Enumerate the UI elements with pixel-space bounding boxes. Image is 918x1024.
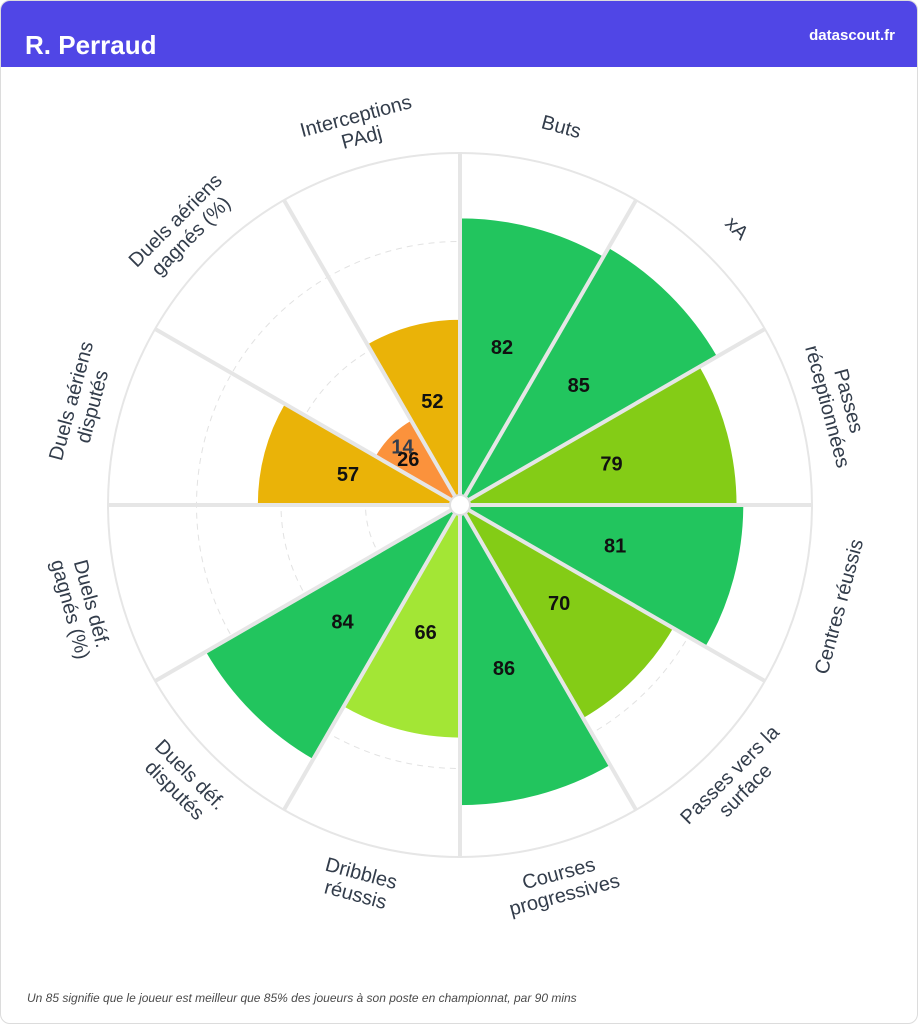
value-label-5: 70: [548, 593, 570, 615]
player-name-title: R. Perraud: [25, 30, 157, 60]
category-label-7: Dribblesréussis: [317, 854, 399, 915]
spoke-8: [282, 504, 462, 811]
category-label-line: Buts: [539, 112, 583, 144]
spoke-9: [154, 503, 461, 683]
brand-label: datascout.fr: [809, 27, 895, 44]
value-label-2: 85: [568, 375, 590, 397]
category-label-12: InterceptionsPAdj: [298, 91, 420, 163]
category-label-4: Centres réussis: [811, 537, 868, 677]
header-bar: R. Perraud datascout.fr: [1, 1, 917, 67]
value-label-8: 84: [331, 611, 354, 633]
category-label-6: Coursesprogressives: [501, 849, 622, 921]
value-label-4: 81: [604, 536, 626, 558]
spoke-6: [458, 504, 638, 811]
spoke-11: [154, 327, 461, 507]
category-label-line: Centres réussis: [811, 537, 868, 677]
footnote: Un 85 signifie que le joueur est meilleu…: [27, 991, 577, 1005]
category-label-3: Passesréceptionnées: [800, 337, 875, 470]
value-label-11: 14: [391, 436, 414, 458]
spoke-2: [458, 199, 638, 506]
spoke-3: [459, 327, 766, 507]
value-label-6: 86: [493, 658, 515, 680]
value-label-1: 82: [491, 337, 513, 359]
value-label-10: 57: [337, 464, 359, 486]
center-hub: [449, 494, 471, 516]
category-label-line: xA: [720, 212, 753, 245]
value-label-inner-extra: 26: [397, 449, 419, 471]
category-label-10: Duels aériensdisputés: [45, 339, 119, 469]
category-label-1: Buts: [539, 112, 583, 144]
value-label-12: 52: [421, 391, 443, 413]
spoke-5: [459, 503, 766, 683]
category-label-2: xA: [720, 212, 753, 245]
category-label-9: Duels déf.gagnés (%): [46, 552, 115, 662]
value-label-3: 79: [600, 453, 622, 475]
value-label-7: 66: [415, 622, 437, 644]
spoke-12: [282, 199, 462, 506]
